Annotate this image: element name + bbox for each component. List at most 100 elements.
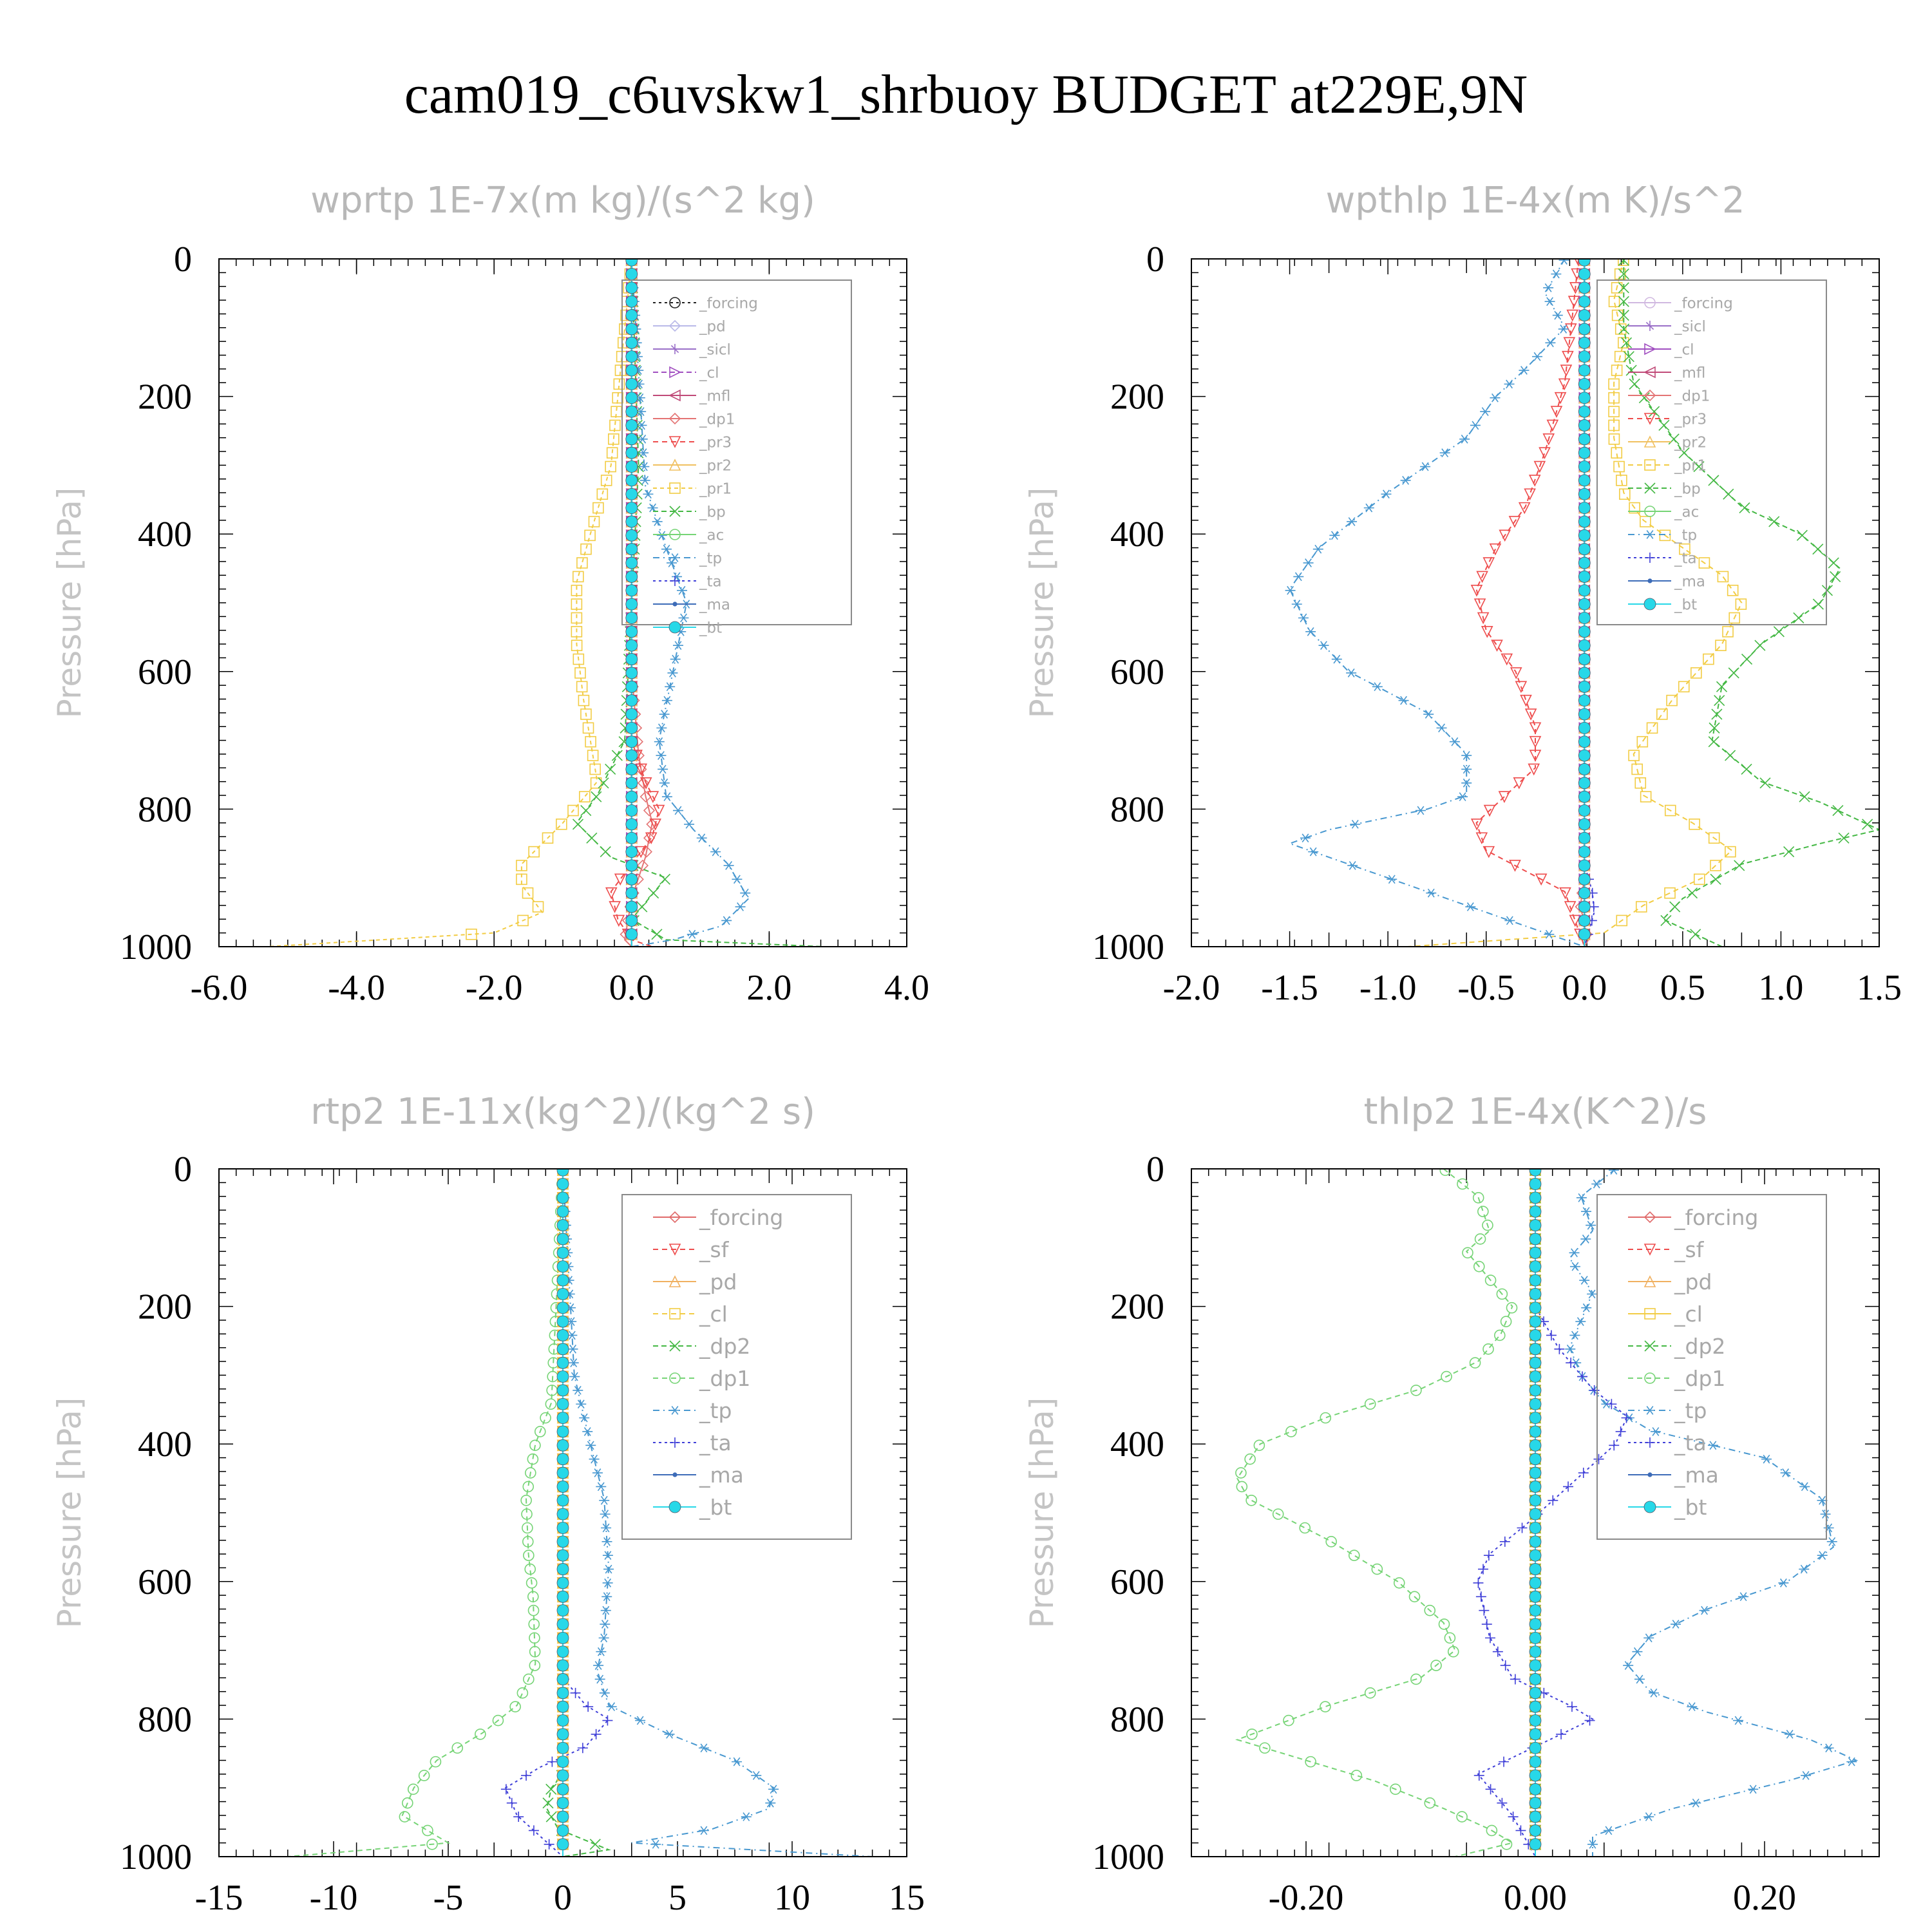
data-point (579, 791, 591, 802)
data-point (667, 558, 677, 567)
data-point (1364, 1687, 1376, 1699)
data-point (556, 1535, 569, 1548)
data-point (1569, 1262, 1580, 1271)
legend-entry: _tp (1628, 527, 1697, 544)
data-point (1578, 446, 1591, 459)
series-ta (500, 1169, 613, 1857)
legend-marker (670, 344, 680, 354)
data-point (1733, 1716, 1744, 1725)
data-point (1529, 1356, 1542, 1369)
data-point (1482, 1343, 1494, 1355)
data-point (1499, 1536, 1510, 1547)
data-point (1293, 572, 1304, 582)
data-point (1569, 1331, 1580, 1340)
data-point (1236, 1481, 1248, 1493)
data-point (625, 543, 638, 556)
data-point (1508, 516, 1521, 528)
data-point (1554, 1343, 1565, 1354)
data-point (649, 819, 661, 831)
data-point (625, 859, 638, 872)
data-point (625, 887, 638, 900)
legend-label: _cl (1674, 341, 1694, 358)
data-point (1578, 846, 1591, 858)
legend-marker (1643, 1275, 1656, 1287)
data-point (1410, 1673, 1422, 1685)
data-point (1285, 585, 1296, 595)
data-point (1552, 310, 1563, 320)
data-point (426, 1838, 438, 1850)
data-point (1529, 1287, 1542, 1300)
data-point (590, 777, 602, 789)
legend-marker (1643, 366, 1656, 379)
data-point (556, 1741, 569, 1754)
legend-label: _bp (699, 504, 726, 520)
data-point (625, 350, 638, 363)
data-point (556, 1659, 569, 1672)
series-bt (1529, 1169, 1542, 1857)
data-point (1820, 1510, 1831, 1519)
data-point (1587, 1839, 1598, 1849)
series-line (1477, 1169, 1628, 1857)
data-point (1615, 323, 1627, 335)
data-point (1246, 1728, 1258, 1740)
data-point (1578, 281, 1591, 294)
data-point (1529, 1673, 1542, 1685)
data-point (1235, 1467, 1247, 1479)
plot-frame (218, 258, 907, 947)
data-point (1300, 833, 1311, 843)
data-point (1253, 1439, 1265, 1452)
data-point (1510, 1674, 1520, 1685)
legend: _forcing _sicl _cl _mfl _dp1 _pr3 _pr2 _pr1 _bp _… (1596, 279, 1827, 625)
legend-marker (669, 1340, 681, 1352)
legend-label: _pd (1674, 1269, 1712, 1294)
data-point (1479, 1605, 1490, 1616)
legend-marker (668, 1211, 681, 1224)
legend-entry: _ta (1628, 1430, 1707, 1455)
data-point (567, 804, 579, 817)
data-point (1461, 778, 1472, 788)
data-point (585, 1441, 596, 1450)
y-tick-label: 200 (138, 1287, 192, 1327)
data-point (1578, 887, 1591, 900)
x-tick-label: 5 (668, 1878, 687, 1918)
data-point (556, 1797, 569, 1810)
data-point (582, 722, 594, 734)
data-point (1470, 584, 1483, 597)
data-point (556, 1838, 569, 1851)
data-point (1725, 846, 1736, 858)
data-point (1554, 392, 1567, 404)
data-point (1473, 1770, 1484, 1781)
legend-marker (672, 601, 677, 607)
data-point (1586, 1220, 1596, 1230)
data-point (1410, 1385, 1422, 1396)
legend-marker (670, 1437, 680, 1448)
data-point (625, 281, 638, 294)
data-point (1562, 350, 1574, 363)
data-point (637, 434, 648, 444)
data-point (600, 1510, 611, 1519)
legend-label: _bt (699, 1495, 732, 1520)
data-point (1619, 488, 1631, 500)
legend-marker (1644, 343, 1656, 355)
data-point (1529, 1302, 1542, 1314)
legend-entry: _ta (653, 1430, 732, 1455)
legend-label: _ma (699, 596, 730, 613)
legend-entry: _sicl (653, 341, 731, 358)
data-point (1472, 1192, 1484, 1204)
legend-label: _pr2 (1674, 434, 1707, 451)
plot-area (1235, 1169, 1859, 1857)
legend-label: _pr3 (1674, 411, 1707, 428)
data-point (556, 1508, 569, 1520)
legend-entry: _pr3 (1628, 411, 1707, 428)
x-tick-label: -2.0 (466, 968, 523, 1008)
data-point (592, 502, 604, 514)
data-point (1618, 337, 1629, 349)
data-point (1486, 1824, 1498, 1837)
data-point (625, 295, 638, 308)
data-point (1500, 1660, 1511, 1671)
data-point (1799, 791, 1810, 802)
data-point (625, 488, 638, 500)
data-point (451, 1742, 464, 1754)
data-point (576, 557, 588, 569)
data-point (1826, 1537, 1837, 1546)
